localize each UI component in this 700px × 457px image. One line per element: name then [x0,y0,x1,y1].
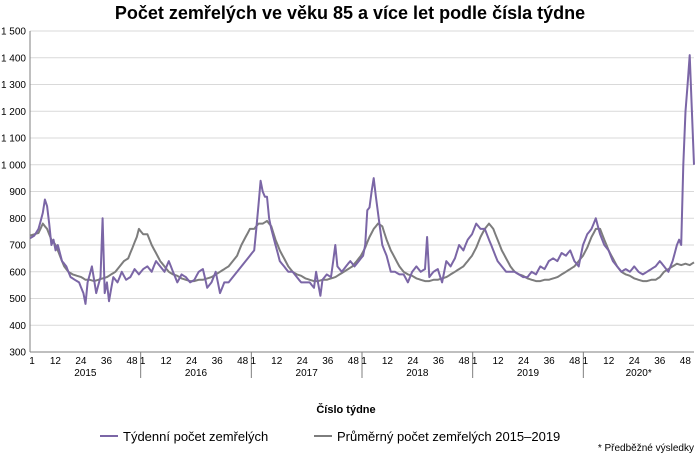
x-tick-label: 36 [544,356,556,367]
x-tick-label: 36 [433,356,445,367]
y-tick-label: 500 [9,294,26,305]
year-label: 2018 [406,368,429,379]
x-tick-label: 24 [518,356,530,367]
x-tick-label: 24 [186,356,198,367]
x-tick-label: 12 [271,356,283,367]
x-axis-ticks: 1 12 24 36 48 2015 1 12 24 36 48 2016 1 12 24 36 48 2017 1… [29,352,691,379]
x-tick-label: 1 [472,356,478,367]
y-tick-label: 1 400 [1,53,26,64]
y-tick-label: 1 500 [1,27,26,38]
x-tick-label: 48 [126,356,138,367]
year-label: 2019 [517,368,540,379]
x-tick-label: 24 [629,356,641,367]
legend-label-average: Průměrný počet zemřelých 2015–2019 [337,429,560,444]
legend-label-weekly: Týdenní počet zemřelých [123,429,268,444]
x-tick-label: 1 [583,356,589,367]
y-tick-label: 1 200 [1,107,26,118]
series-layer [29,54,695,305]
y-tick-label: 600 [9,267,26,278]
x-tick-label: 12 [493,356,505,367]
x-axis-title: Číslo týdne [316,403,375,416]
x-tick-label: 48 [348,356,360,367]
year-label: 2016 [185,368,208,379]
x-tick-label: 1 [140,356,146,367]
y-tick-label: 700 [9,241,26,252]
x-tick-label: 24 [75,356,87,367]
y-axis-ticks: 300 400 500 600 700 800 900 1 000 1 100 1 200 1 30… [1,27,26,359]
x-tick-label: 36 [654,356,666,367]
y-tick-label: 900 [9,187,26,198]
y-tick-label: 300 [9,348,26,359]
y-tick-label: 400 [9,321,26,332]
year-label: 2015 [74,368,97,379]
x-tick-label: 48 [458,356,470,367]
x-tick-label: 12 [161,356,173,367]
x-tick-label: 1 [251,356,257,367]
x-tick-label: 12 [603,356,615,367]
x-tick-label: 24 [297,356,309,367]
y-tick-label: 1 000 [1,160,26,171]
legend: Týdenní počet zemřelých Průměrný počet z… [100,429,560,444]
y-tick-label: 800 [9,214,26,225]
y-tick-label: 1 100 [1,134,26,145]
x-tick-label: 1 [29,356,35,367]
x-tick-label: 12 [382,356,394,367]
x-tick-label: 1 [361,356,367,367]
x-tick-label: 36 [101,356,113,367]
series-line-average [29,219,695,283]
year-label: 2020* [626,368,652,379]
x-tick-label: 48 [237,356,249,367]
year-label: 2017 [296,368,319,379]
x-tick-label: 48 [680,356,692,367]
x-tick-label: 36 [322,356,334,367]
x-tick-label: 12 [50,356,62,367]
series-line-weekly [29,54,695,305]
grid-layer [29,30,694,353]
chart-title: Počet zemřelých ve věku 85 a více let po… [115,3,585,23]
footnote: * Předběžné výsledky [598,443,694,454]
x-tick-label: 36 [212,356,224,367]
x-tick-label: 24 [407,356,419,367]
y-tick-label: 1 300 [1,80,26,91]
x-tick-label: 48 [569,356,581,367]
